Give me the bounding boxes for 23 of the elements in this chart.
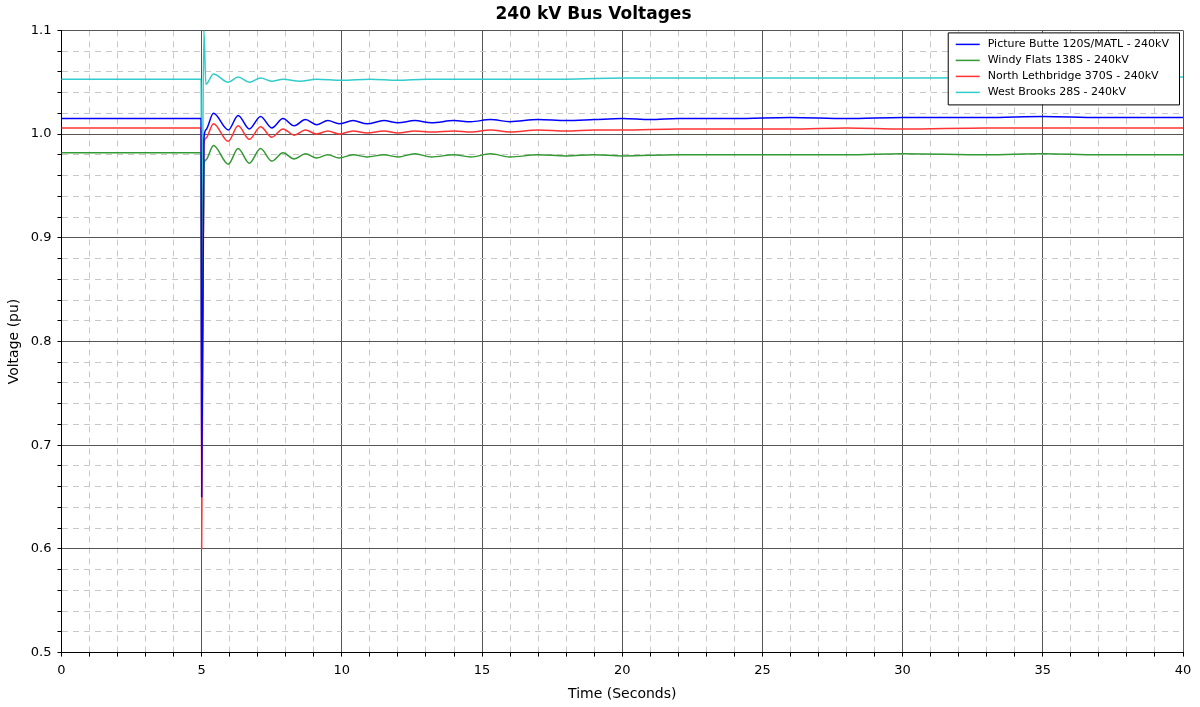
x-tick-label: 30	[894, 661, 911, 677]
x-tick-label: 35	[1034, 661, 1052, 677]
x-tick-label: 15	[473, 661, 491, 677]
x-tick-label: 40	[1174, 661, 1192, 677]
y-tick-label: 0.6	[30, 540, 52, 556]
x-axis-title: Time (Seconds)	[567, 685, 677, 702]
y-tick-label: 0.9	[30, 229, 52, 245]
x-tick-label: 25	[754, 661, 771, 677]
y-tick-label: 0.8	[30, 332, 52, 348]
legend-label: North Lethbridge 370S - 240kV	[987, 69, 1160, 83]
legend-label: Picture Butte 120S/MATL - 240kV	[987, 37, 1170, 51]
x-tick-label: 0	[57, 661, 66, 677]
legend-label: Windy Flats 138S - 240kV	[987, 53, 1130, 67]
y-tick-label: 0.5	[30, 643, 52, 659]
x-tick-label: 20	[613, 661, 631, 677]
y-tick-label: 1.0	[30, 125, 52, 141]
y-tick-label: 1.1	[30, 21, 52, 37]
legend-label: West Brooks 28S - 240kV	[987, 85, 1127, 99]
x-tick-label: 5	[197, 661, 206, 677]
y-tick-label: 0.7	[30, 436, 52, 452]
y-axis-title: Voltage (pu)	[5, 298, 22, 385]
chart-title: 240 kV Bus Voltages	[495, 2, 692, 23]
x-tick-label: 10	[333, 661, 351, 677]
